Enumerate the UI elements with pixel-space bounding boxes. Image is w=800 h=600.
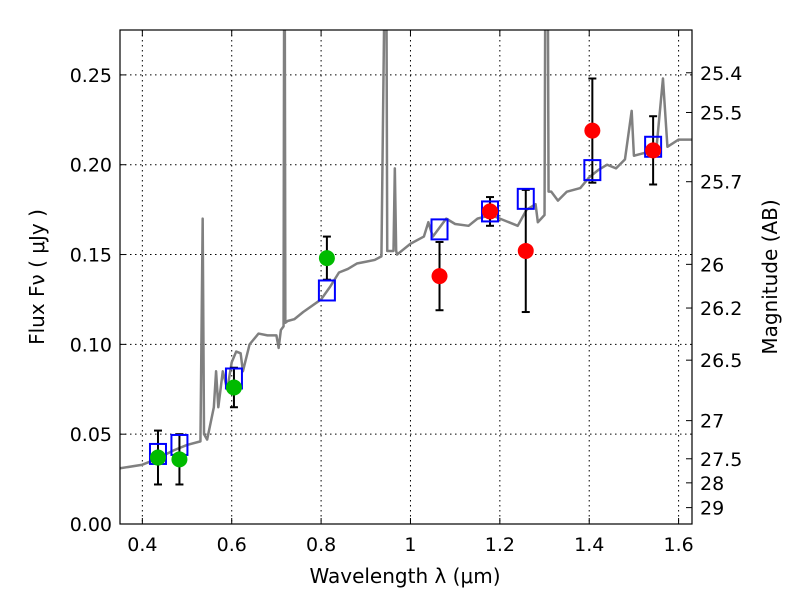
plot-area: [120, 30, 692, 486]
plot-frame: [119, 29, 693, 525]
green-data-point: [149, 449, 166, 466]
right-tick-label: 26.5: [700, 350, 742, 372]
axes-ticks: 0.4 0.6 0.8 1 1.2 1.4 1.6 0.00 0.05 0.10 0.15 0.20 0…: [70, 30, 742, 556]
red-data-point: [584, 122, 601, 139]
right-tick-label: 26.2: [700, 298, 742, 320]
right-tick-label: 27.5: [700, 449, 742, 471]
model-square-marker: [317, 279, 336, 302]
right-axis-label: Magnitude (AB): [758, 199, 782, 354]
model-square-marker: [583, 159, 602, 182]
x-tick-label: 0.8: [306, 534, 336, 556]
model-square-marker: [430, 218, 449, 241]
right-tick-label: 25.7: [700, 172, 742, 194]
x-axis-label: Wavelength λ (μm): [309, 564, 500, 588]
spectrum-line: [120, 30, 692, 470]
y-axis-label: Flux Fν ( μJy ): [25, 209, 49, 345]
right-tick-label: 29: [700, 498, 724, 520]
green-data-point: [318, 250, 335, 267]
x-tick-label: 0.4: [127, 534, 157, 556]
x-tick-label: 1.6: [663, 534, 693, 556]
y-tick-label: 0.05: [70, 424, 112, 446]
green-data-point: [225, 379, 242, 396]
right-tick-label: 25.4: [700, 63, 742, 85]
y-tick-label: 0.20: [70, 155, 112, 177]
y-tick-label: 0.15: [70, 245, 112, 267]
green-data-point: [171, 451, 188, 468]
y-tick-label: 0.10: [70, 334, 112, 356]
x-tick-label: 1: [404, 534, 416, 556]
x-tick-label: 1.4: [574, 534, 604, 556]
y-tick-label: 0.25: [70, 65, 112, 87]
x-tick-label: 0.6: [217, 534, 247, 556]
red-data-point: [482, 203, 499, 220]
red-data-point: [431, 268, 448, 285]
right-tick-label: 27: [700, 411, 724, 433]
grid: [120, 30, 692, 524]
x-tick-label: 1.2: [485, 534, 515, 556]
right-tick-label: 26: [700, 254, 724, 276]
model-square-marker: [516, 187, 535, 210]
right-tick-label: 25.5: [700, 102, 742, 124]
right-tick-label: 28: [700, 473, 724, 495]
y-tick-label: 0.00: [70, 514, 112, 536]
red-data-point: [645, 142, 662, 159]
red-data-point: [517, 242, 534, 259]
